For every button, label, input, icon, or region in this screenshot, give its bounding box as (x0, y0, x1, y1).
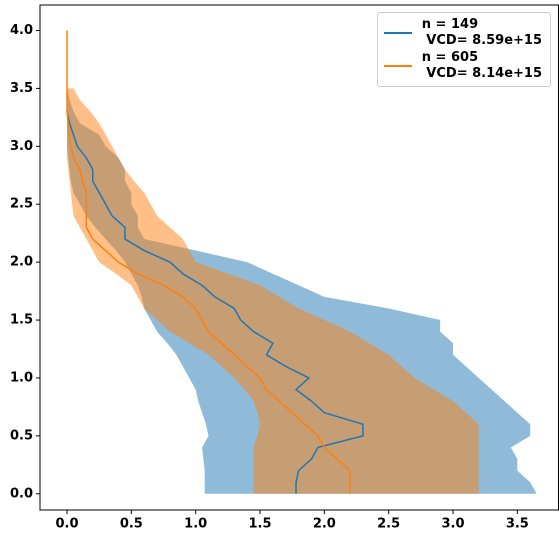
y-tick-label: 3.5 (10, 81, 33, 96)
x-tick-label: 0.0 (56, 517, 79, 532)
legend-swatch (383, 32, 412, 34)
x-tick-label: 2.5 (377, 517, 400, 532)
x-tick-label: 1.0 (184, 517, 207, 532)
y-tick-label: 0.0 (10, 486, 33, 501)
band (67, 88, 479, 494)
legend-label: n = 149 VCD= 8.59e+15 (421, 17, 542, 48)
legend-label: n = 605 VCD= 8.14e+15 (421, 50, 542, 81)
x-tick-label: 0.5 (120, 517, 143, 532)
legend: n = 149 VCD= 8.59e+15 n = 605 VCD= 8.14e+… (376, 12, 551, 87)
y-tick-label: 3.0 (10, 139, 33, 154)
y-tick-label: 4.0 (10, 23, 33, 38)
y-tick-label: 1.5 (10, 313, 33, 328)
y-tick-label: 0.5 (10, 428, 33, 443)
line (66, 111, 364, 494)
legend-entry: n = 149 VCD= 8.59e+15 (383, 17, 542, 49)
x-tick-label: 3.5 (506, 517, 529, 532)
y-tick-label: 2.0 (10, 255, 33, 270)
x-tick-label: 1.5 (248, 517, 271, 532)
line (66, 30, 351, 494)
x-tick-label: 3.0 (441, 517, 464, 532)
x-tick-label: 2.0 (313, 517, 336, 532)
legend-swatch (383, 65, 412, 67)
legend-entry: n = 605 VCD= 8.14e+15 (383, 50, 542, 82)
y-tick-label: 1.0 (10, 370, 33, 385)
y-tick-label: 2.5 (10, 197, 33, 212)
